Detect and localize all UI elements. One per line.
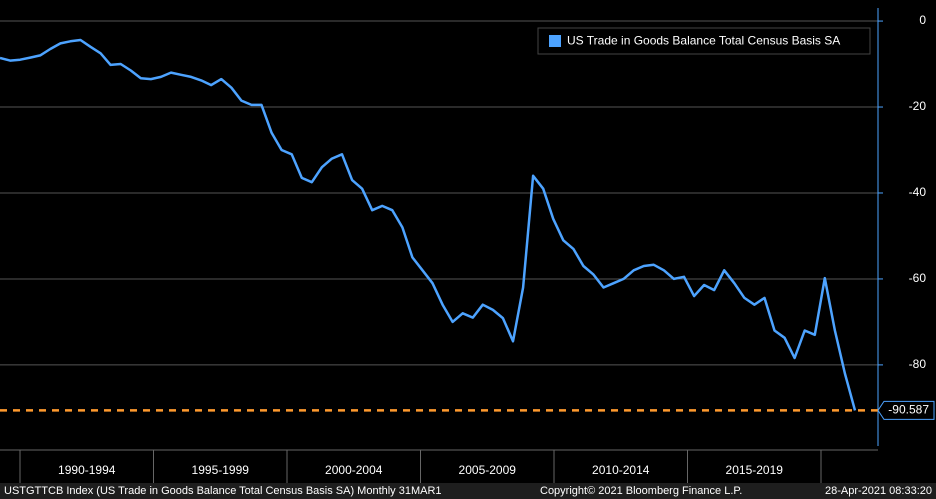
footer-right: 28-Apr-2021 08:33:20 (825, 485, 932, 497)
footer-center: Copyright© 2021 Bloomberg Finance L.P. (540, 485, 742, 497)
footer-band (0, 483, 936, 499)
x-band-label: 2010-2014 (592, 463, 650, 477)
y-tick-label: 0 (919, 13, 926, 27)
last-value-box (877, 400, 935, 420)
last-value-label: -90.587 (888, 403, 929, 417)
y-tick-label: -40 (909, 185, 927, 199)
legend (537, 27, 871, 55)
x-band-label: 2015-2019 (726, 463, 784, 477)
x-band-label: 1990-1994 (58, 463, 116, 477)
x-band-label: 1995-1999 (192, 463, 250, 477)
x-band-label: 2000-2004 (325, 463, 383, 477)
x-band-label: 2005-2009 (459, 463, 517, 477)
data-line (0, 38, 857, 411)
y-tick-label: -60 (909, 271, 927, 285)
legend-swatch (549, 35, 561, 47)
legend-label: US Trade in Goods Balance Total Census B… (567, 34, 840, 48)
y-tick-label: -20 (909, 99, 927, 113)
footer-left: USTGTTCB Index (US Trade in Goods Balanc… (4, 485, 442, 497)
y-tick-label: -80 (909, 357, 927, 371)
